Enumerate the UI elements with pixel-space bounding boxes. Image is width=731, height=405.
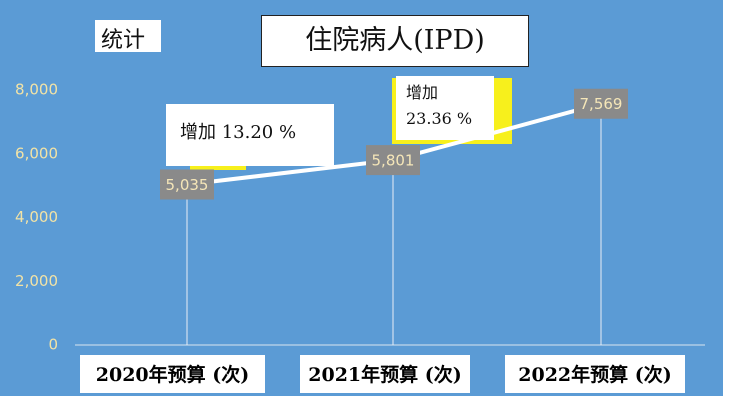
annotation: 增加 13.20 %	[166, 104, 334, 166]
value-label-box	[574, 88, 628, 119]
value-label-box	[160, 169, 214, 200]
x-tick-label: 2021年预算 (次)	[300, 355, 470, 393]
value-label: 7,569	[580, 95, 623, 113]
chart-title: 住院病人(IPD)	[261, 15, 529, 67]
y-tick-label: 8,000	[15, 81, 58, 99]
y-tick-label: 2,000	[15, 272, 58, 290]
value-label-box	[366, 145, 420, 176]
y-tick-label: 6,000	[15, 144, 58, 162]
y-tick-label: 0	[48, 336, 58, 354]
y-tick-label: 4,000	[15, 208, 58, 226]
value-label: 5,035	[166, 176, 209, 194]
value-label: 5,801	[372, 152, 415, 170]
annotation: 增加 23.36 %	[396, 76, 494, 140]
x-tick-label: 2020年预算 (次)	[80, 355, 265, 393]
x-tick-label: 2022年预算 (次)	[505, 355, 685, 393]
label: 统计	[95, 20, 161, 53]
